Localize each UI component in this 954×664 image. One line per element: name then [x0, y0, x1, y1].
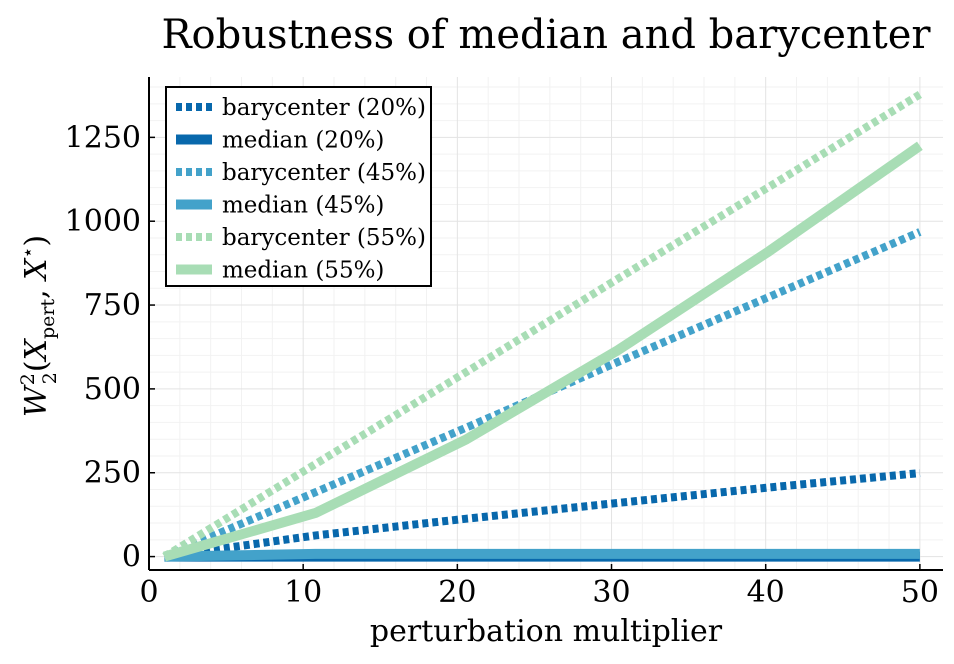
legend: barycenter (20%) median (20%) barycenter (…	[165, 86, 432, 287]
svg-text:W22(Xpert, X⋆): W22(Xpert, X⋆)	[17, 235, 61, 417]
x-tick-label: 0	[139, 575, 158, 610]
chart-title: Robustness of median and barycenter	[161, 12, 931, 58]
legend-box	[165, 86, 432, 287]
y-tick-label: 750	[84, 288, 141, 323]
legend-label-4: barycenter (55%)	[222, 225, 426, 251]
x-tick-label: 50	[901, 575, 939, 610]
legend-label-5: median (55%)	[222, 258, 384, 284]
y-label-comma: ,	[19, 280, 54, 299]
y-label-star-sup: ⋆	[17, 247, 39, 259]
y-label-x-star: X	[19, 257, 54, 282]
series-group	[162, 91, 923, 562]
y-label-close-paren: )	[19, 235, 54, 247]
y-axis-label: W22(Xpert, X⋆)	[17, 235, 61, 417]
x-tick-label: 40	[747, 575, 785, 610]
legend-label-0: barycenter (20%)	[222, 95, 426, 121]
y-label-w-sup: 2	[17, 373, 39, 385]
x-tick-label: 30	[592, 575, 630, 610]
y-tick-label: 250	[84, 456, 141, 491]
series-line-0	[163, 469, 921, 561]
axes	[148, 77, 943, 571]
y-label-pert-sub: pert	[37, 299, 59, 339]
x-tick-label: 20	[438, 575, 476, 610]
y-tick-label: 500	[84, 372, 141, 407]
x-tick-label: 10	[284, 575, 322, 610]
y-label-w-sub: 2	[39, 372, 61, 384]
x-axis-label: perturbation multiplier	[370, 614, 723, 649]
legend-label-1: median (20%)	[222, 128, 384, 154]
y-label-w: W	[19, 384, 54, 417]
series-line-3	[164, 548, 920, 562]
legend-label-3: median (45%)	[222, 193, 384, 219]
y-tick-label: 1000	[65, 204, 141, 239]
y-tick-label: 0	[122, 540, 141, 575]
series-line-4	[162, 91, 922, 560]
y-label-open-paren: (	[19, 360, 54, 372]
legend-label-2: barycenter (45%)	[222, 160, 426, 186]
y-tick-label: 1250	[65, 120, 141, 155]
y-label-x-pert: X	[19, 337, 54, 362]
series-line-5	[163, 141, 923, 562]
